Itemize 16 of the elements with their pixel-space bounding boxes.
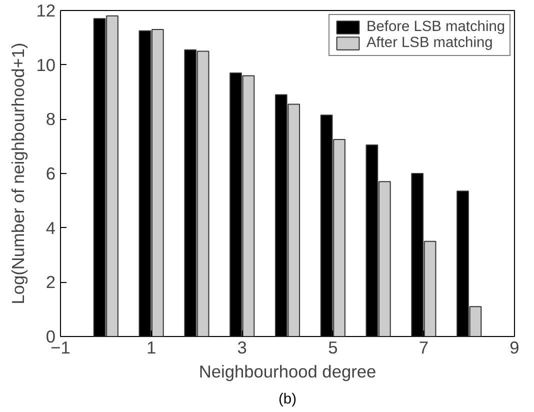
legend-label: Before LSB matching xyxy=(366,19,505,35)
text: (b) xyxy=(278,392,296,408)
y-tick-label: 10 xyxy=(36,54,56,75)
y-tick-label: 2 xyxy=(46,272,56,292)
y-tick-label: 6 xyxy=(46,164,56,184)
x-tick-label: 3 xyxy=(237,338,247,358)
x-tick-label: 5 xyxy=(328,338,338,358)
x-tick-label: 1 xyxy=(146,338,156,358)
y-tick-label: 12 xyxy=(36,0,56,20)
x-tick-label: 7 xyxy=(418,338,429,358)
legend-label: After LSB matching xyxy=(366,35,493,51)
x-tick-label: 9 xyxy=(510,338,520,358)
y-tick-label: 4 xyxy=(46,218,56,238)
x-axis-title: Neighbourhood degree xyxy=(198,362,376,382)
y-axis-title: Log(Number of neighbourhood+1) xyxy=(8,42,28,304)
y-tick-label: 8 xyxy=(46,109,56,130)
